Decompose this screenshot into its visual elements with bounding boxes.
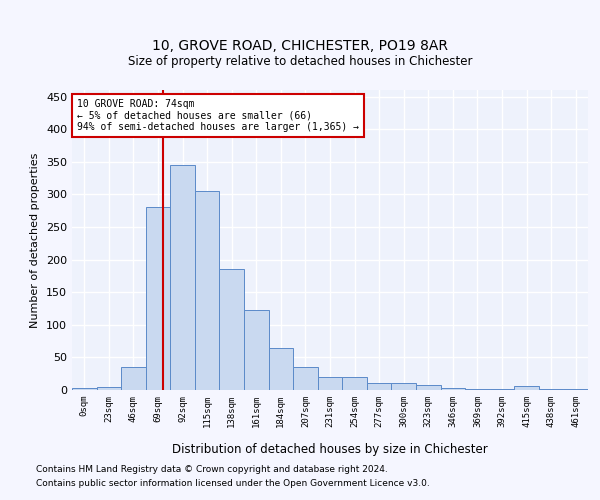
Text: Size of property relative to detached houses in Chichester: Size of property relative to detached ho… xyxy=(128,54,472,68)
Bar xyxy=(514,386,539,390)
Bar xyxy=(465,388,490,390)
Bar xyxy=(367,384,391,390)
Bar xyxy=(72,388,97,390)
Bar xyxy=(195,191,220,390)
Bar xyxy=(244,310,269,390)
Bar xyxy=(539,388,563,390)
Text: Contains HM Land Registry data © Crown copyright and database right 2024.: Contains HM Land Registry data © Crown c… xyxy=(36,466,388,474)
Bar xyxy=(440,388,465,390)
Bar xyxy=(146,208,170,390)
Bar xyxy=(269,348,293,390)
Bar xyxy=(342,377,367,390)
Bar xyxy=(416,386,440,390)
Text: 10, GROVE ROAD, CHICHESTER, PO19 8AR: 10, GROVE ROAD, CHICHESTER, PO19 8AR xyxy=(152,38,448,52)
Bar xyxy=(391,384,416,390)
Bar xyxy=(121,367,146,390)
Text: 10 GROVE ROAD: 74sqm
← 5% of detached houses are smaller (66)
94% of semi-detach: 10 GROVE ROAD: 74sqm ← 5% of detached ho… xyxy=(77,99,359,132)
Text: Distribution of detached houses by size in Chichester: Distribution of detached houses by size … xyxy=(172,442,488,456)
Bar xyxy=(293,367,318,390)
Bar xyxy=(220,270,244,390)
Y-axis label: Number of detached properties: Number of detached properties xyxy=(31,152,40,328)
Bar xyxy=(97,386,121,390)
Bar xyxy=(170,165,195,390)
Text: Contains public sector information licensed under the Open Government Licence v3: Contains public sector information licen… xyxy=(36,479,430,488)
Bar xyxy=(490,388,514,390)
Bar xyxy=(318,377,342,390)
